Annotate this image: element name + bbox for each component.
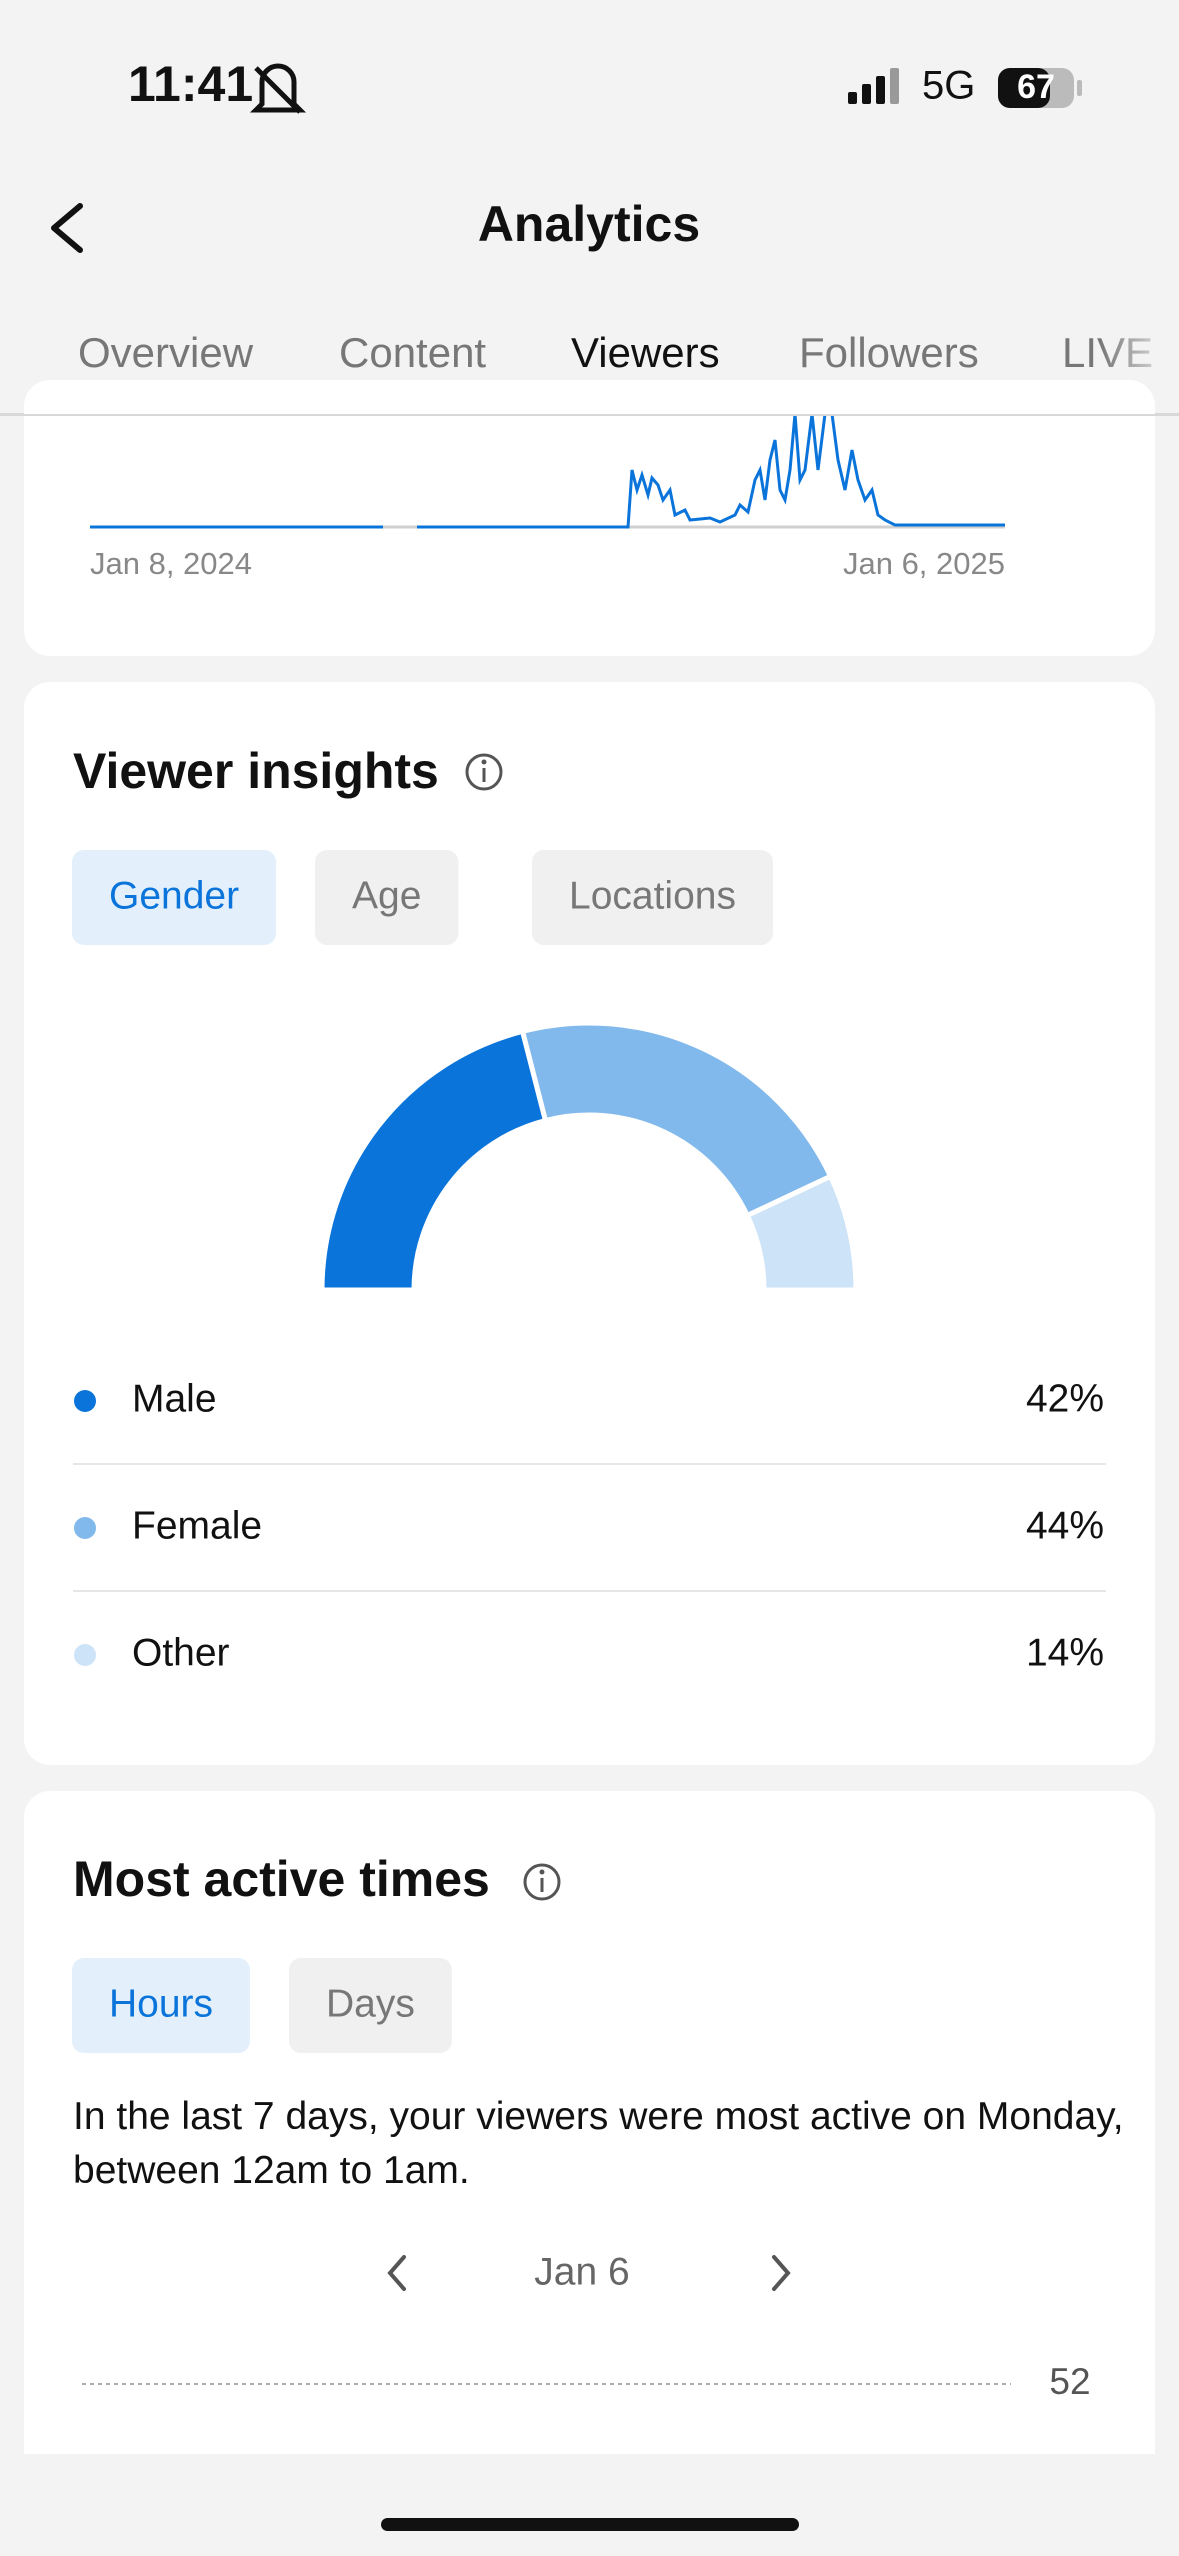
filter-pill[interactable]	[315, 850, 459, 945]
back-button[interactable]	[51, 203, 83, 253]
description-box: In the last 7 days, your viewers were mo…	[73, 2095, 1124, 2192]
legend-value: 14%	[1026, 1631, 1104, 1674]
mute-icon	[249, 63, 307, 114]
legend: Male 42% Female 44% Other 14%	[73, 1377, 1106, 1674]
legend-dot	[74, 1644, 96, 1666]
donut-segment	[519, 1020, 834, 1219]
legend-value: 44%	[1026, 1504, 1104, 1547]
legend-value: 42%	[1026, 1377, 1104, 1420]
info-icon[interactable]	[523, 1863, 561, 1901]
bottom-bar	[0, 2454, 1179, 2556]
donut-segment	[319, 1028, 549, 1293]
date-label: Jan 6	[534, 2250, 629, 2293]
legend-dot	[74, 1517, 96, 1539]
tab[interactable]: Followers	[799, 329, 979, 376]
network: 5G	[922, 64, 975, 108]
section-title: Most active times	[73, 1851, 490, 1907]
filter-pill[interactable]	[72, 850, 277, 945]
x-label: Jan 6, 2025	[843, 546, 1005, 581]
filter-group: Gender Age Locations	[72, 850, 773, 945]
donut-segment	[744, 1172, 859, 1293]
time: 11:41	[128, 56, 253, 112]
battery-text: 67	[1017, 68, 1055, 106]
views-line-chart	[90, 416, 1005, 529]
filter-label[interactable]: Gender	[109, 874, 239, 917]
tab[interactable]: Content	[339, 329, 486, 376]
next-date[interactable]	[772, 2255, 791, 2291]
viewer-insights-card	[24, 682, 1155, 1765]
filter-pill[interactable]	[532, 850, 773, 945]
filter-label[interactable]: Days	[326, 1982, 415, 2025]
section-title: Viewer insights	[73, 743, 439, 799]
legend-label: Male	[132, 1377, 217, 1420]
x-label: Jan 8, 2024	[90, 546, 252, 581]
filter-group: Hours Days	[72, 1958, 452, 2053]
battery-level	[998, 68, 1050, 108]
filter-label[interactable]: Hours	[109, 1982, 213, 2025]
views-card	[24, 380, 1155, 656]
filter-pill[interactable]	[289, 1958, 452, 2053]
donut-chart	[319, 1020, 859, 1293]
prev-date[interactable]	[387, 2255, 406, 2291]
description: In the last 7 days, your viewers were mo…	[73, 2095, 1124, 2192]
filter-pill[interactable]	[72, 1958, 251, 2053]
legend-label: Female	[132, 1504, 262, 1547]
tab[interactable]: Overview	[78, 329, 254, 376]
battery-tip	[1077, 80, 1082, 96]
filter-label[interactable]: Age	[352, 874, 421, 917]
info-icon[interactable]	[465, 753, 503, 791]
header-title: Analytics	[478, 196, 700, 252]
home-indicator	[381, 2518, 799, 2531]
y-tick-label: 52	[1049, 2361, 1090, 2402]
tab[interactable]: Viewers	[571, 329, 720, 376]
filter-label[interactable]: Locations	[569, 874, 736, 917]
legend-dot	[74, 1390, 96, 1412]
bar-chart: 52	[82, 2361, 1091, 2402]
signal	[848, 68, 899, 104]
legend-label: Other	[132, 1631, 230, 1674]
